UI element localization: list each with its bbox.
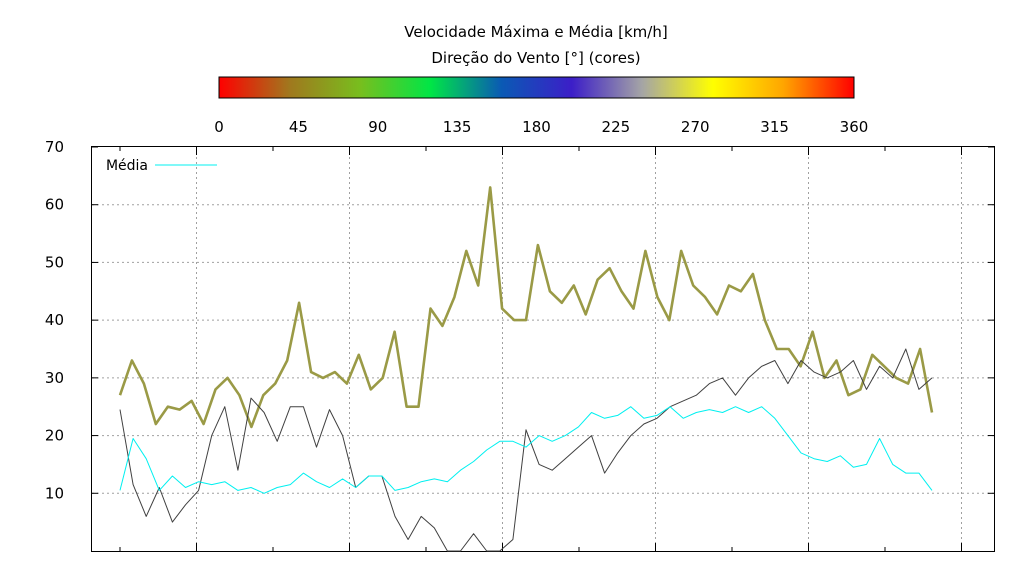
- colorbar-tick-label: 315: [760, 118, 789, 136]
- y-tick-label: 50: [45, 253, 64, 271]
- y-axis: 70 60 50 40 30 20 10: [45, 138, 994, 502]
- series-layer: [118, 186, 934, 552]
- colorbar-ticks: 0 45 90 135 180 225 270 315 360: [214, 118, 868, 136]
- colorbar-tick-label: 180: [522, 118, 551, 136]
- colorbar-tick-label: 360: [840, 118, 869, 136]
- plot-area: [91, 146, 995, 552]
- x-axis: [119, 147, 962, 551]
- colorbar-tick-label: 225: [602, 118, 631, 136]
- colorbar-tick-label: 45: [289, 118, 308, 136]
- y-tick-label: 40: [45, 311, 64, 329]
- y-tick-label: 30: [45, 369, 64, 387]
- series-line-media-direction: [119, 348, 933, 552]
- series-line-maxima: [118, 186, 934, 429]
- y-tick-label: 70: [45, 138, 64, 156]
- colorbar-tick-label: 90: [368, 118, 387, 136]
- colorbar: [218, 76, 855, 99]
- legend: Média: [106, 158, 217, 174]
- colorbar-tick-label: 135: [443, 118, 472, 136]
- grid: [92, 147, 994, 551]
- y-tick-label: 60: [45, 196, 64, 214]
- y-tick-label: 20: [45, 427, 64, 445]
- colorbar-tick-label: 0: [214, 118, 224, 136]
- legend-label-media: Média: [106, 158, 148, 174]
- chart-title: Velocidade Máxima e Média [km/h]: [404, 23, 667, 41]
- chart-subtitle: Direção do Vento [°] (cores): [431, 49, 640, 67]
- y-tick-label: 10: [45, 484, 64, 502]
- colorbar-tick-label: 270: [681, 118, 710, 136]
